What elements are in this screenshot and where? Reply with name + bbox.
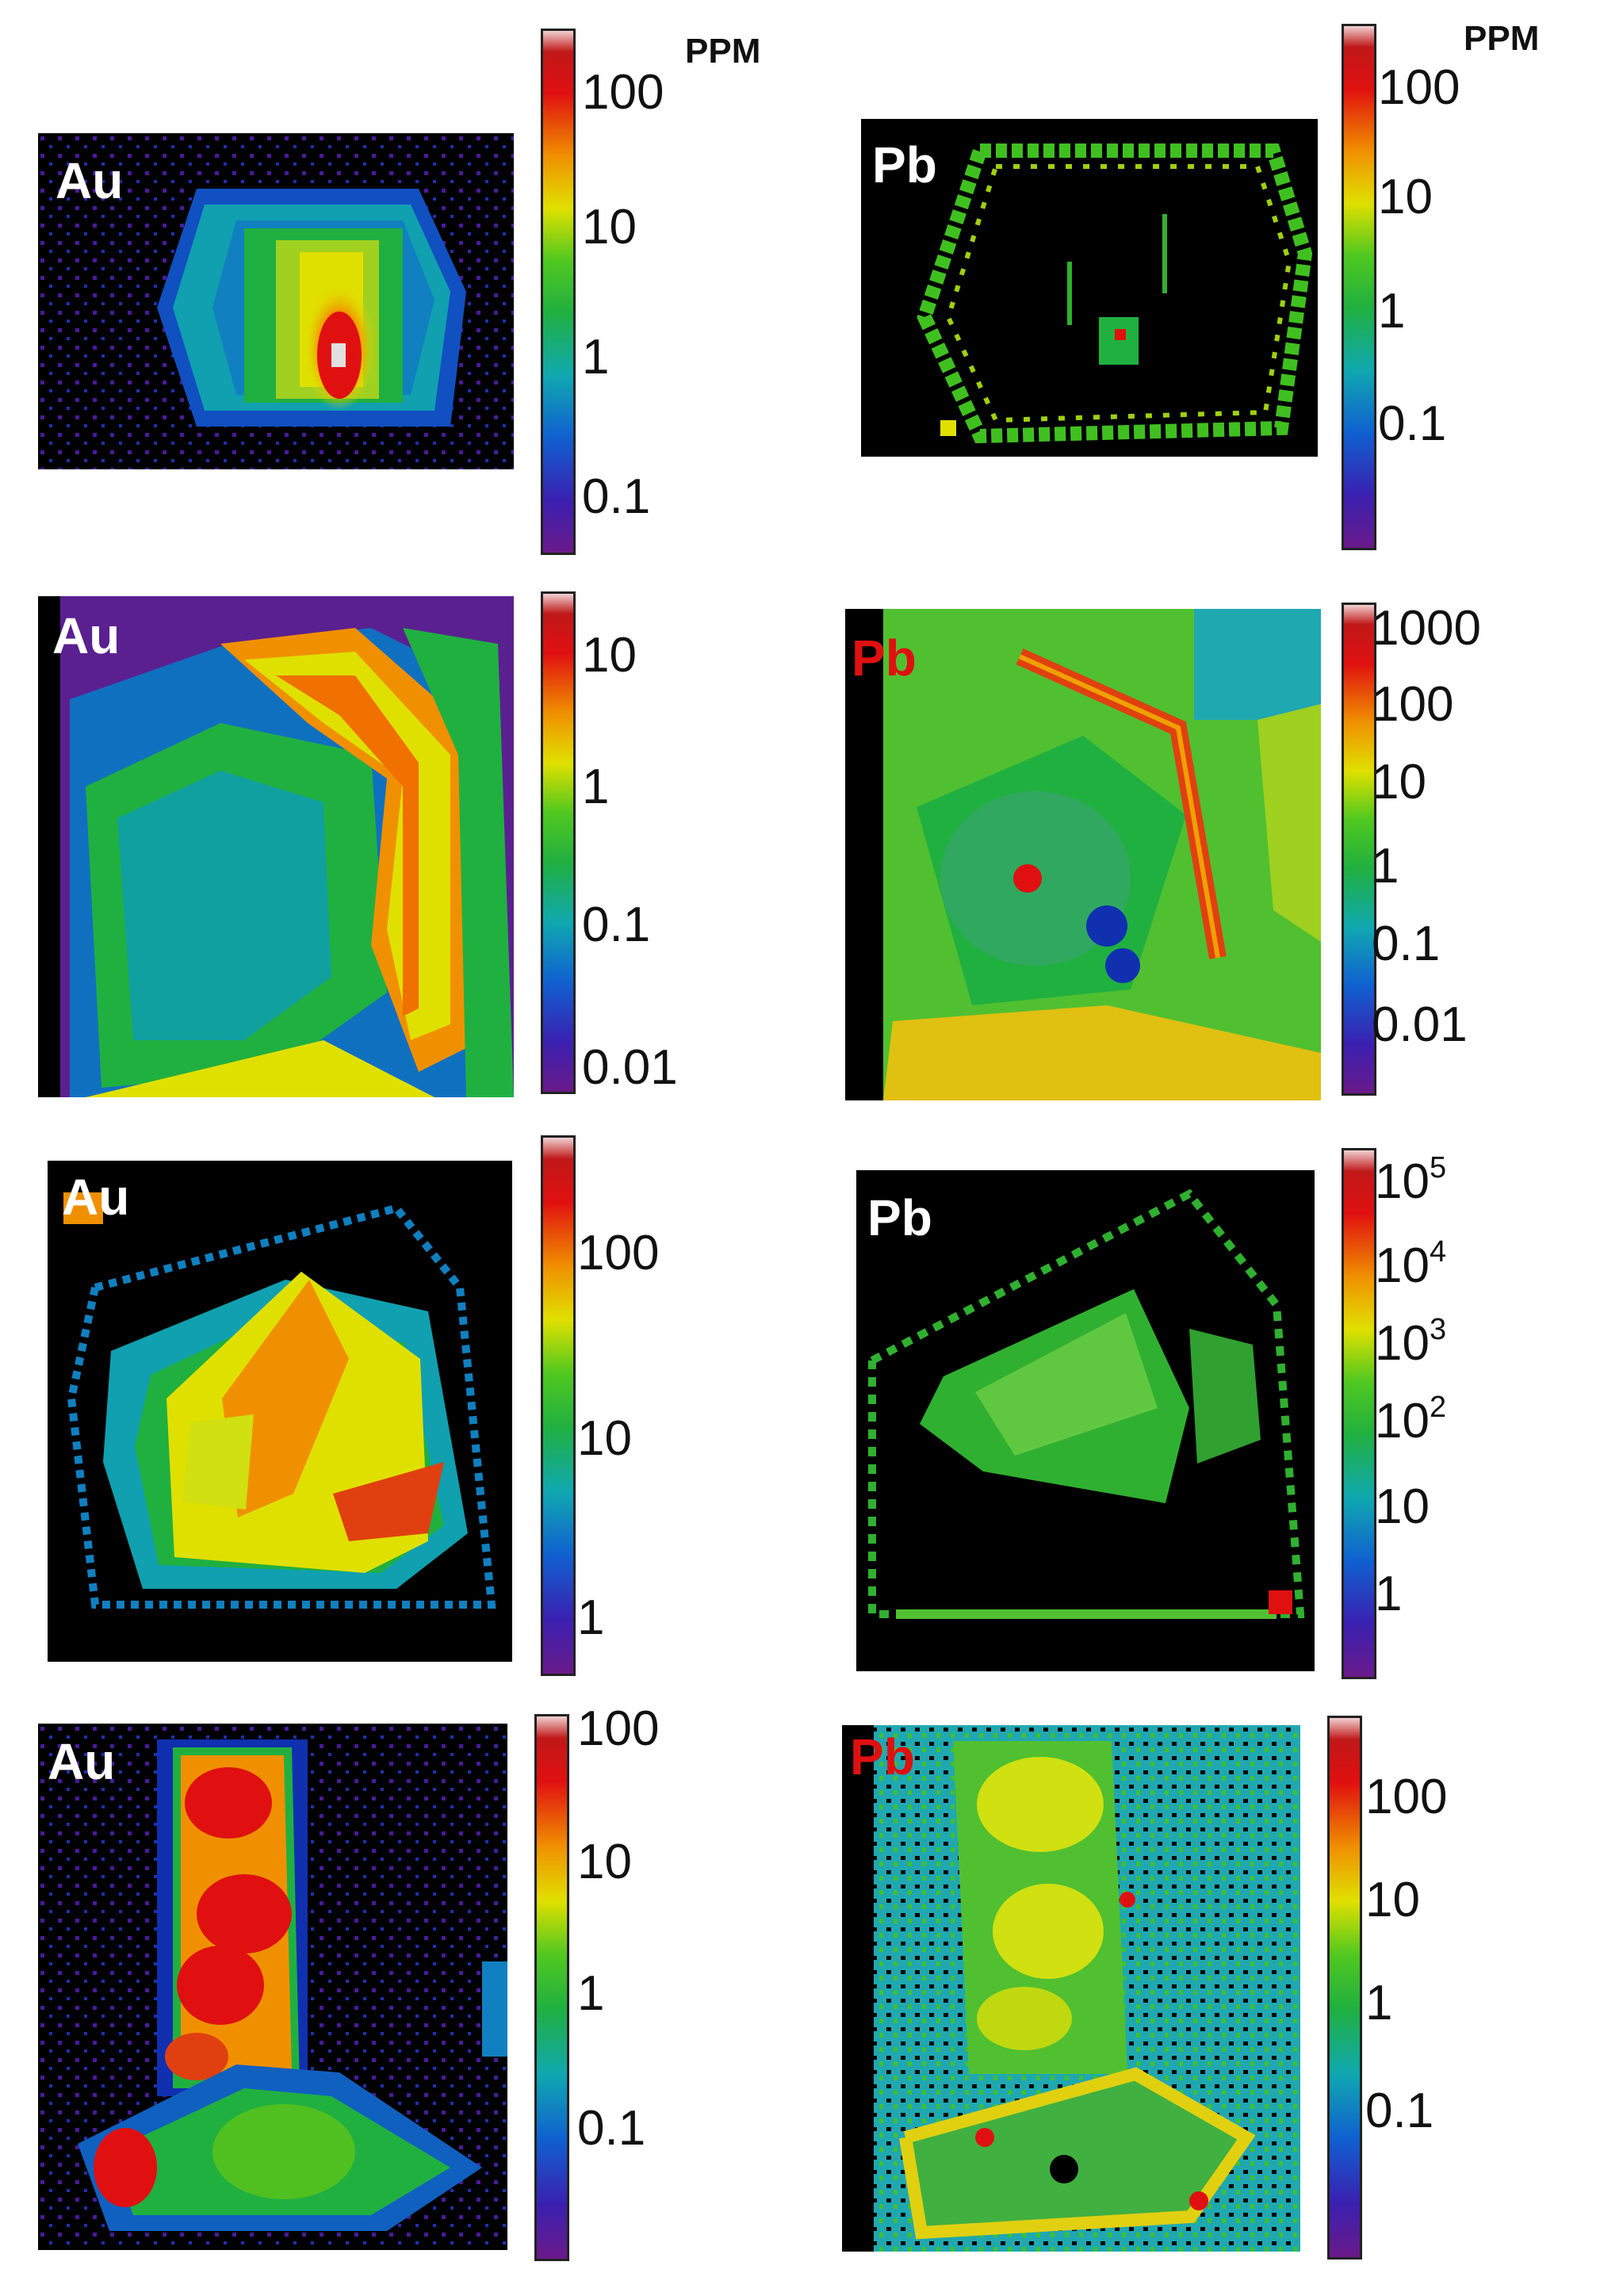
element-label: Au bbox=[56, 152, 124, 209]
tick-base: 10 bbox=[1375, 1238, 1430, 1293]
r4-pb-colorbar bbox=[1327, 1716, 1362, 2260]
r4-au-image bbox=[38, 1724, 507, 2250]
unit-label: PPM bbox=[1464, 19, 1540, 58]
colorbar-tick-label: 0.01 bbox=[1372, 997, 1468, 1052]
colorbar-tick-label: 10 bbox=[1378, 170, 1433, 224]
colorbar-tick-label: 1 bbox=[1365, 1976, 1393, 2030]
tick-base: 10 bbox=[1375, 1154, 1430, 1209]
r4-pb-image bbox=[842, 1725, 1300, 2252]
colorbar-tick-label: 10 bbox=[1372, 755, 1426, 809]
colorbar-tick-label: 0.01 bbox=[582, 1040, 678, 1095]
colorbar-tick-label: 0.1 bbox=[582, 897, 651, 952]
colorbar-tick-label: 0.1 bbox=[582, 469, 651, 524]
r4-au-map bbox=[38, 1724, 507, 2250]
colorbar-tick-label: 1 bbox=[582, 760, 610, 814]
colorbar-tick-label: 100 bbox=[1372, 677, 1454, 732]
colorbar-tick-label: 10 bbox=[577, 1411, 632, 1466]
colorbar-tick-label: 1 bbox=[577, 1590, 605, 1645]
element-label: Au bbox=[48, 1733, 116, 1790]
r1-au-colorbar bbox=[541, 29, 576, 555]
colorbar-tick-label: 10 bbox=[577, 1835, 632, 1889]
r2-pb-colorbar bbox=[1342, 603, 1376, 1096]
r1-pb-image bbox=[861, 119, 1318, 457]
r3-au-colorbar bbox=[541, 1135, 576, 1676]
r3-pb-map bbox=[856, 1170, 1315, 1671]
colorbar-tick-label: 1 bbox=[1375, 1567, 1403, 1621]
element-label: Pb bbox=[867, 1189, 932, 1246]
r3-pb-colorbar bbox=[1342, 1148, 1376, 1679]
colorbar-tick-label: 104 bbox=[1375, 1237, 1446, 1291]
colorbar-tick-label: 100 bbox=[577, 1226, 660, 1280]
unit-label: PPM bbox=[685, 32, 761, 71]
r2-au-map bbox=[38, 596, 514, 1097]
element-label: Pb bbox=[850, 1728, 915, 1785]
r3-au-image bbox=[48, 1161, 512, 1662]
colorbar-tick-label: 100 bbox=[582, 65, 664, 120]
r1-au-image bbox=[38, 133, 514, 469]
colorbar-tick-label: 0.1 bbox=[577, 2101, 646, 2156]
element-label: Au bbox=[62, 1169, 130, 1226]
colorbar-tick-label: 0.1 bbox=[1378, 396, 1447, 451]
colorbar-tick-label: 0.1 bbox=[1372, 916, 1441, 971]
r3-au-map bbox=[48, 1161, 512, 1662]
colorbar-tick-label: 1 bbox=[582, 330, 610, 385]
tick-exponent: 4 bbox=[1429, 1235, 1447, 1269]
element-label: Pb bbox=[872, 136, 937, 193]
colorbar-tick-label: 100 bbox=[1378, 60, 1460, 115]
colorbar-tick-label: 100 bbox=[1365, 1770, 1448, 1824]
r1-pb-colorbar bbox=[1342, 24, 1376, 550]
colorbar-tick-label: 1 bbox=[577, 1966, 605, 2021]
r1-au-map bbox=[38, 133, 514, 469]
tick-exponent: 3 bbox=[1429, 1313, 1447, 1346]
element-label: Pb bbox=[852, 629, 917, 687]
colorbar-tick-label: 102 bbox=[1375, 1392, 1446, 1448]
r2-pb-map bbox=[845, 609, 1321, 1100]
colorbar-tick-label: 0.1 bbox=[1365, 2084, 1434, 2138]
colorbar-tick-label: 1 bbox=[1378, 284, 1406, 339]
r4-pb-map bbox=[842, 1725, 1300, 2252]
r1-pb-map bbox=[861, 119, 1318, 457]
tick-base: 10 bbox=[1375, 1394, 1430, 1448]
colorbar-tick-label: 10 bbox=[1375, 1479, 1430, 1534]
tick-base: 10 bbox=[1375, 1316, 1430, 1371]
r2-au-image bbox=[38, 596, 514, 1097]
colorbar-tick-label: 10 bbox=[582, 628, 637, 683]
r3-pb-image bbox=[856, 1170, 1315, 1671]
tick-exponent: 5 bbox=[1429, 1151, 1447, 1184]
colorbar-tick-label: 10 bbox=[1365, 1873, 1420, 1927]
r2-au-colorbar bbox=[541, 591, 576, 1094]
element-label: Au bbox=[52, 607, 121, 664]
colorbar-tick-label: 10 bbox=[582, 200, 637, 254]
r4-au-colorbar bbox=[534, 1714, 569, 2261]
colorbar-tick-label: 105 bbox=[1375, 1153, 1446, 1207]
tick-exponent: 2 bbox=[1429, 1391, 1447, 1424]
r2-pb-image bbox=[845, 609, 1321, 1100]
colorbar-tick-label: 100 bbox=[577, 1701, 660, 1756]
colorbar-tick-label: 103 bbox=[1375, 1314, 1446, 1371]
colorbar-tick-label: 1000 bbox=[1372, 601, 1481, 656]
colorbar-tick-label: 1 bbox=[1372, 839, 1399, 894]
